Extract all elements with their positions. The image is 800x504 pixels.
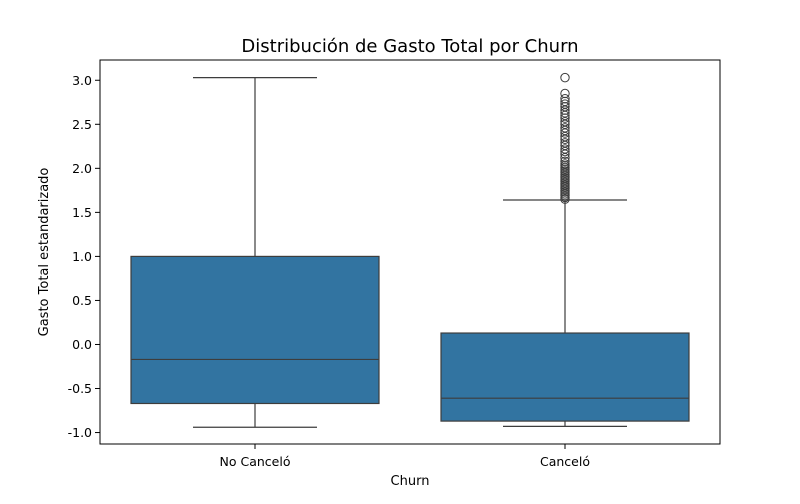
plot-area: [130, 72, 690, 428]
y-axis: -1.0 -0.5 0.0 0.5 1.0 1.5 2.0 2.5 3.0: [68, 73, 100, 440]
y-tick-label: 1.5: [72, 205, 92, 220]
x-tick-label: Canceló: [540, 454, 590, 469]
y-tick-label: 1.0: [72, 249, 92, 264]
chart-title: Distribución de Gasto Total por Churn: [241, 36, 578, 57]
y-tick-label: 3.0: [72, 73, 92, 88]
x-axis: No Canceló Canceló: [220, 444, 590, 469]
outlier-point: [560, 72, 570, 83]
outlier-point: [560, 88, 570, 99]
outlier-point: [560, 123, 570, 133]
y-tick-label: 2.0: [72, 161, 92, 176]
box-group: [130, 77, 380, 428]
y-tick-label: -1.0: [68, 425, 92, 440]
plot-frame: [99, 59, 721, 445]
y-tick-label: 0.5: [72, 293, 92, 308]
outlier-point: [560, 138, 570, 148]
y-tick-label: 0.0: [72, 337, 92, 352]
outlier-point: [560, 159, 570, 169]
outlier-point: [560, 94, 570, 104]
y-axis-label: Gasto Total estandarizado: [37, 168, 52, 337]
y-tick-label: -0.5: [68, 381, 92, 396]
x-tick-label: No Canceló: [220, 454, 291, 469]
iqr-box: [130, 255, 380, 405]
outlier-point: [560, 99, 570, 109]
x-axis-label: Churn: [391, 474, 430, 489]
box-group: [440, 72, 690, 427]
iqr-box: [440, 332, 690, 422]
outlier-point: [560, 144, 570, 154]
outlier-point: [560, 156, 570, 166]
y-tick-label: 2.5: [72, 117, 92, 132]
